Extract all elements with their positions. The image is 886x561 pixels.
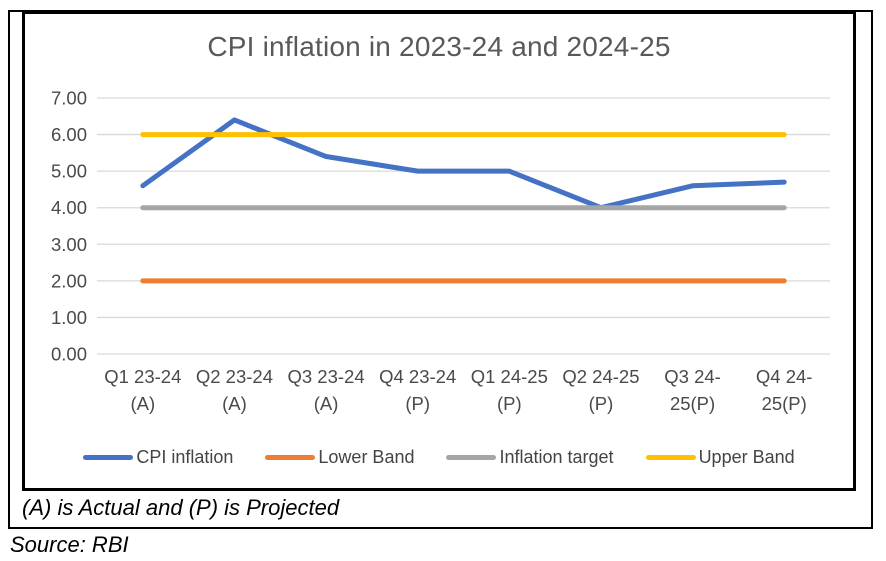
y-tick-label: 4.00 — [51, 197, 87, 218]
legend-item: Inflation target — [446, 447, 614, 468]
x-tick-label: Q2 23-24 (A) — [196, 366, 273, 414]
legend-label: Inflation target — [499, 447, 614, 467]
legend-line-marker-icon — [83, 455, 134, 460]
legend-item: Lower Band — [265, 447, 414, 468]
x-tick-label: Q1 23-24 (A) — [104, 366, 181, 414]
plot-area: 0.00 1.00 2.00 3.00 4.00 5.00 6.00 7.00 Q1 23-24… — [51, 88, 830, 414]
y-tick-label: 6.00 — [51, 124, 87, 145]
y-tick-label: 2.00 — [51, 270, 87, 291]
legend-label: CPI inflation — [136, 447, 234, 467]
x-tick-label: Q3 23-24 (A) — [287, 366, 364, 414]
legend-line-marker-icon — [645, 455, 696, 460]
y-tick-label: 1.00 — [51, 307, 87, 328]
y-tick-label: 7.00 — [51, 88, 87, 109]
legend-line-marker-icon — [446, 455, 497, 460]
x-tick-label: Q2 24-25 (P) — [562, 366, 639, 414]
figure-frame: CPI inflation in 2023-24 and 2024-25 0.0… — [8, 10, 873, 529]
footnote: (A) is Actual and (P) is Projected — [22, 495, 340, 520]
x-tick-label: Q4 23-24 (P) — [379, 366, 456, 414]
y-tick-label: 3.00 — [51, 234, 87, 255]
legend-item: CPI inflation — [83, 447, 233, 468]
chart-legend: CPI inflation Lower Band Inflation target U… — [25, 447, 853, 468]
legend-item: Upper Band — [645, 447, 795, 468]
x-tick-label: Q4 24-25(P) — [756, 366, 813, 414]
x-tick-label: Q1 24-25 (P) — [471, 366, 548, 414]
legend-line-marker-icon — [265, 455, 316, 460]
x-tick-label: Q3 24-25(P) — [664, 366, 721, 414]
legend-label: Upper Band — [698, 447, 795, 467]
y-tick-label: 0.00 — [51, 344, 87, 365]
source-caption: Source: RBI — [10, 532, 129, 557]
chart-title: CPI inflation in 2023-24 and 2024-25 — [207, 31, 671, 62]
legend-label: Lower Band — [318, 447, 415, 467]
chart-container: CPI inflation in 2023-24 and 2024-25 0.0… — [22, 12, 856, 491]
y-tick-label: 5.00 — [51, 161, 87, 182]
cpi-inflation-line — [140, 117, 787, 211]
